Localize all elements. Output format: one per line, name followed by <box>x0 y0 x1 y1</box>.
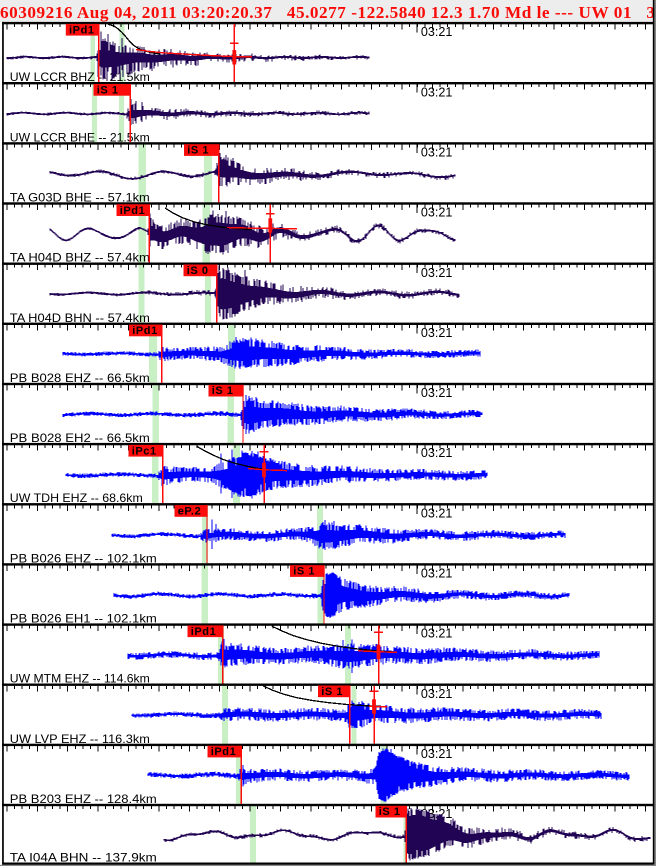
svg-text:03:21: 03:21 <box>421 206 453 220</box>
svg-text:PB B028 EHZ -- 66.5km: PB B028 EHZ -- 66.5km <box>10 372 150 385</box>
svg-text:iPc1: iPc1 <box>132 445 157 457</box>
svg-text:TA H04D BHN -- 57.4km: TA H04D BHN -- 57.4km <box>10 312 150 325</box>
svg-text:PB B026 EH1 -- 102.1km: PB B026 EH1 -- 102.1km <box>10 613 157 626</box>
svg-text:TA I04A BHN -- 137.9km: TA I04A BHN -- 137.9km <box>10 852 157 865</box>
svg-text:iS 1: iS 1 <box>97 85 119 97</box>
svg-text:UW TDH EHZ -- 68.6km: UW TDH EHZ -- 68.6km <box>10 492 143 505</box>
svg-text:60309216 Aug 04, 2011 03:20:20: 60309216 Aug 04, 2011 03:20:20.37 45.027… <box>0 3 655 22</box>
svg-text:PB B028 EH2 -- 66.5km: PB B028 EH2 -- 66.5km <box>10 432 150 445</box>
svg-text:iS 1: iS 1 <box>293 566 315 578</box>
svg-text:03:21: 03:21 <box>421 266 453 280</box>
svg-text:iPd1: iPd1 <box>120 205 146 217</box>
svg-text:TA H04D BHZ -- 57.4km: TA H04D BHZ -- 57.4km <box>10 252 150 265</box>
svg-text:03:21: 03:21 <box>421 326 453 340</box>
svg-text:iS 1: iS 1 <box>379 806 401 818</box>
svg-text:03:21: 03:21 <box>421 506 453 520</box>
svg-text:03:21: 03:21 <box>421 627 453 641</box>
svg-text:iS 1: iS 1 <box>187 145 209 157</box>
svg-text:iPd1: iPd1 <box>132 325 158 337</box>
svg-text:eP.2: eP.2 <box>178 506 202 518</box>
svg-text:03:21: 03:21 <box>421 747 453 761</box>
svg-text:UW LVP EHZ -- 116.3km: UW LVP EHZ -- 116.3km <box>10 733 150 746</box>
svg-text:iPd1: iPd1 <box>69 24 95 36</box>
svg-text:03:21: 03:21 <box>421 446 453 460</box>
svg-text:03:21: 03:21 <box>421 687 453 701</box>
svg-text:03:21: 03:21 <box>421 25 453 39</box>
svg-text:iPd1: iPd1 <box>191 626 217 638</box>
svg-text:PB B026 EHZ -- 102.1km: PB B026 EHZ -- 102.1km <box>10 552 157 565</box>
svg-text:03:21: 03:21 <box>421 386 453 400</box>
svg-text:UW MTM EHZ -- 114.6km: UW MTM EHZ -- 114.6km <box>10 673 150 686</box>
svg-text:iS 0: iS 0 <box>187 265 209 277</box>
svg-text:iS 1: iS 1 <box>212 385 234 397</box>
svg-text:TA G03D BHE -- 57.1km: TA G03D BHE -- 57.1km <box>10 191 150 204</box>
svg-text:PB B203 EHZ -- 128.4km: PB B203 EHZ -- 128.4km <box>10 793 157 806</box>
svg-text:03:21: 03:21 <box>421 85 453 99</box>
svg-text:03:21: 03:21 <box>421 146 453 160</box>
svg-text:iPd1: iPd1 <box>211 746 237 758</box>
svg-text:03:21: 03:21 <box>421 567 453 581</box>
svg-text:iS 1: iS 1 <box>321 686 343 698</box>
svg-text:UW LCCR BHE -- 21.5km: UW LCCR BHE -- 21.5km <box>10 131 150 144</box>
